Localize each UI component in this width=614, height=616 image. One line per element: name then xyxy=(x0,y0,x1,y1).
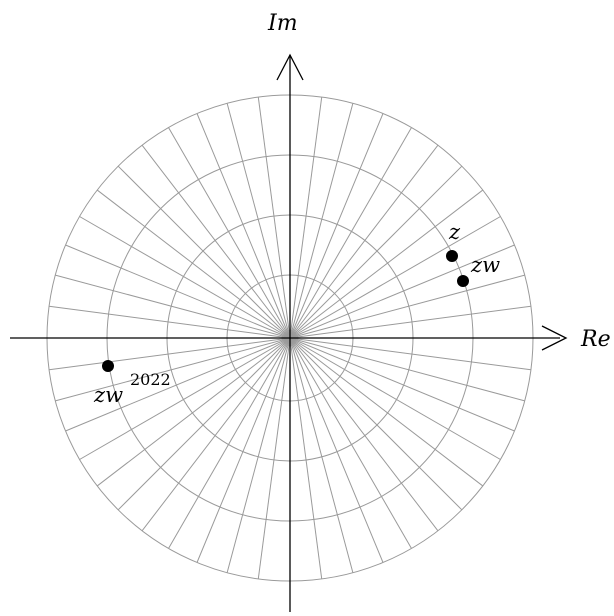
grid-ray xyxy=(117,337,291,511)
points xyxy=(102,250,469,372)
grid-ray xyxy=(289,127,412,339)
grid-ray xyxy=(79,337,291,460)
grid-ray xyxy=(168,127,291,339)
grid-ray xyxy=(289,337,531,371)
point-zw-label: zw xyxy=(470,253,500,277)
grid-ray xyxy=(289,337,525,402)
grid-ray xyxy=(117,165,291,339)
grid-ray xyxy=(289,337,384,563)
grid-ray xyxy=(289,244,515,339)
grid-ray xyxy=(141,144,291,339)
point-zw2022-exponent: 2022 xyxy=(130,370,171,389)
grid-ray xyxy=(226,103,291,339)
imaginary-axis-arrowhead xyxy=(276,53,304,81)
point-zw2022 xyxy=(102,360,114,372)
imaginary-axis-label: Im xyxy=(267,11,298,36)
grid-ray xyxy=(289,113,384,339)
grid-ray xyxy=(289,305,531,339)
grid-ray xyxy=(49,337,291,371)
grid-ray xyxy=(289,337,484,487)
grid-ray xyxy=(79,216,291,339)
real-axis-arrowhead xyxy=(541,325,568,351)
grid-ray xyxy=(168,337,291,549)
grid-ray xyxy=(289,103,354,339)
grid-ray xyxy=(196,113,291,339)
grid-ray xyxy=(257,337,291,579)
point-z xyxy=(446,250,458,262)
grid-ray xyxy=(289,337,515,432)
point-zw2022-label: zw xyxy=(93,383,123,407)
grid-ray xyxy=(49,305,291,339)
grid-ray xyxy=(257,97,291,339)
grid-ray xyxy=(289,97,323,339)
grid-ray xyxy=(196,337,291,563)
grid-ray xyxy=(96,337,291,487)
grid-rays xyxy=(47,95,533,581)
grid-ray xyxy=(141,337,291,532)
grid-ray xyxy=(289,337,463,511)
point-z-label: z xyxy=(448,220,461,244)
grid-ray xyxy=(289,337,412,549)
grid-ray xyxy=(226,337,291,573)
axes xyxy=(10,53,568,612)
grid-ray xyxy=(289,337,439,532)
grid-ray xyxy=(289,337,354,573)
grid-ray xyxy=(289,337,323,579)
grid-ray xyxy=(289,189,484,339)
grid-ray xyxy=(289,165,463,339)
grid-ray xyxy=(289,216,501,339)
grid-ray xyxy=(96,189,291,339)
point-zw xyxy=(457,275,469,287)
grid-ray xyxy=(289,337,501,460)
grid-ray xyxy=(55,274,291,339)
real-axis-label: Re xyxy=(580,327,611,352)
grid-ray xyxy=(65,244,291,339)
grid-ray xyxy=(65,337,291,432)
grid-ray xyxy=(55,337,291,402)
grid-ray xyxy=(289,144,439,339)
grid-ray xyxy=(289,274,525,339)
